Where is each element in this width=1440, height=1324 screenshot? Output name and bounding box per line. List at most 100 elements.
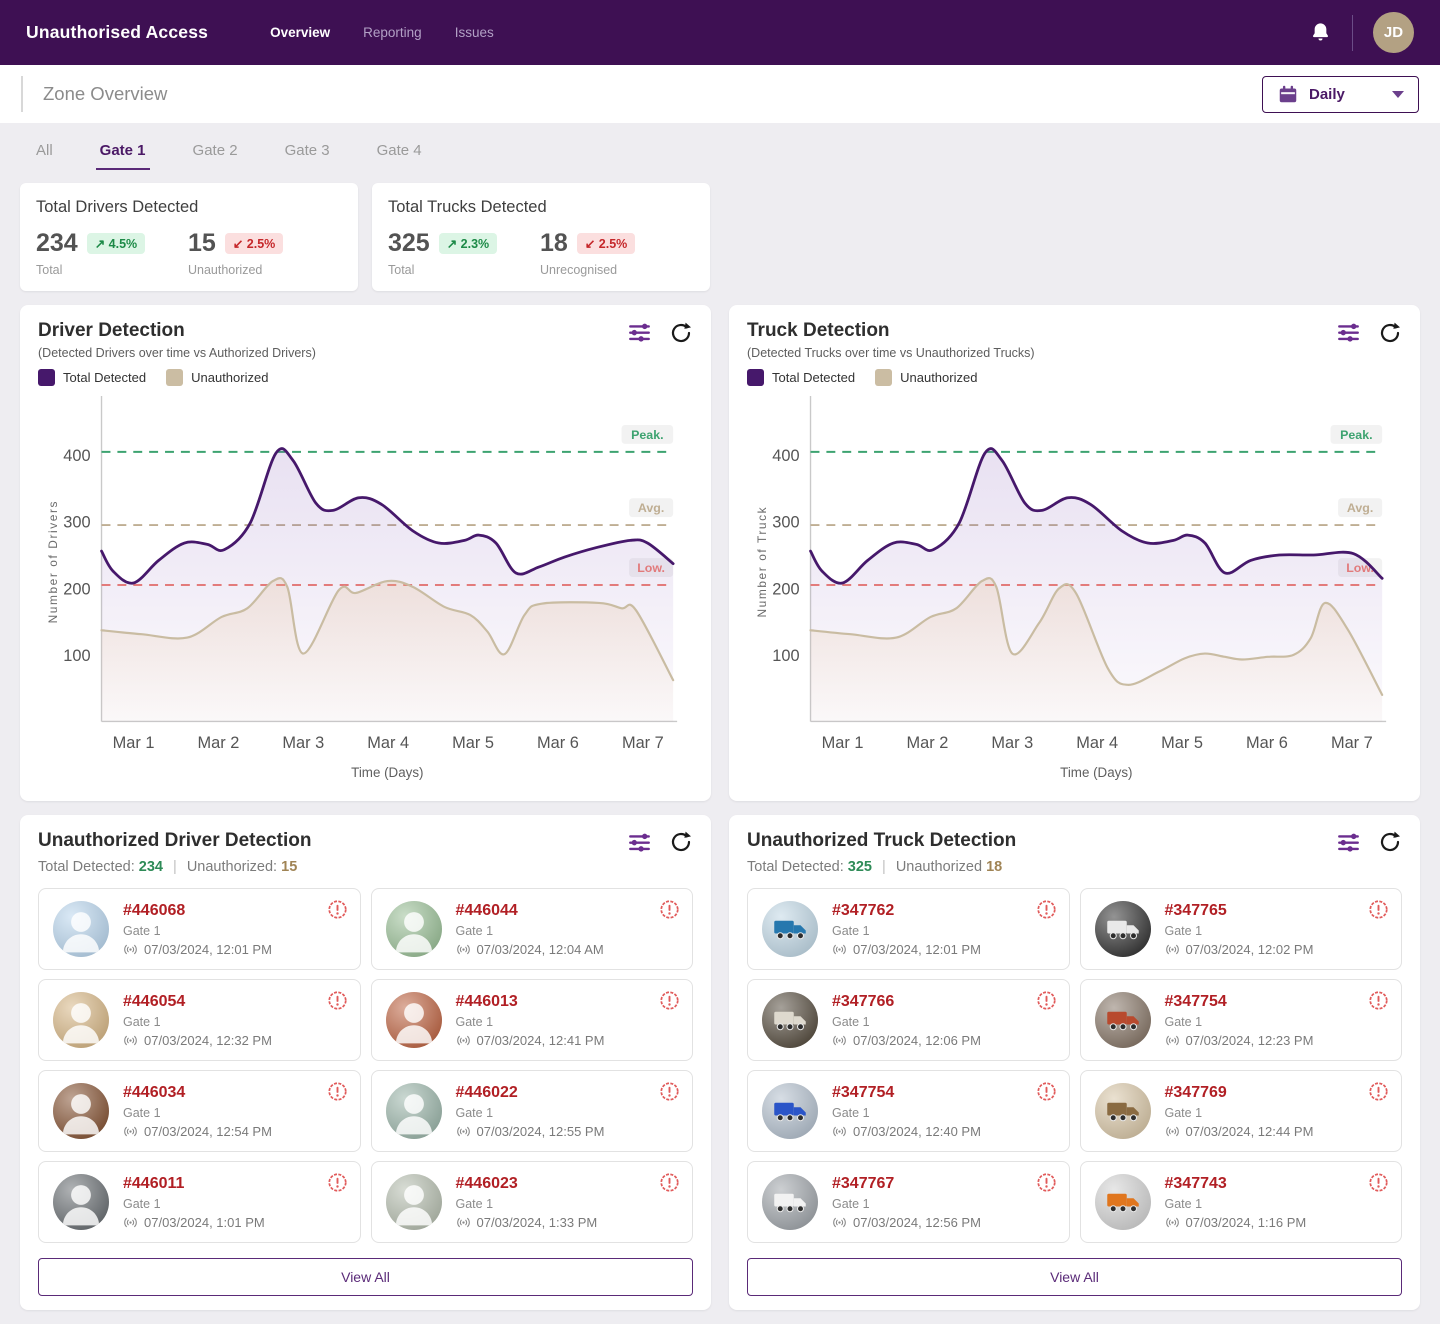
gate-tabs: All Gate 1 Gate 2 Gate 3 Gate 4: [32, 136, 1420, 170]
alert-icon: [327, 899, 348, 920]
view-all-button[interactable]: View All: [747, 1257, 1402, 1296]
period-value: Daily: [1309, 85, 1345, 103]
entry-gate: Gate 1: [123, 1014, 161, 1029]
metric-unauthorized-drivers: 15 ↙ 2.5% Unauthorized: [188, 229, 340, 277]
entry-timestamp: 07/03/2024, 12:56 PM: [832, 1215, 981, 1230]
panel-title: Unauthorized Truck Detection: [747, 829, 1017, 851]
entry-id: #347766: [832, 992, 895, 1010]
stat-card-title: Total Drivers Detected: [36, 198, 199, 216]
alert-icon: [327, 990, 348, 1011]
filter-icon[interactable]: [627, 320, 652, 345]
signal-icon: [456, 942, 471, 957]
svg-text:Mar 6: Mar 6: [1246, 734, 1288, 752]
tab-all[interactable]: All: [36, 142, 53, 159]
signal-icon: [456, 1215, 471, 1230]
driver-detection-entry[interactable]: #446022 Gate 1 07/03/2024, 12:55 PM: [370, 1069, 693, 1152]
metric-label: Unauthorized: [188, 263, 263, 277]
entry-gate: Gate 1: [123, 1105, 161, 1120]
truck-avatar: [1094, 1173, 1151, 1230]
panel-title: Truck Detection: [747, 320, 890, 341]
metric-total-trucks: 325 ↗ 2.3% Total: [388, 229, 540, 277]
filter-icon[interactable]: [627, 830, 652, 855]
stats-row: Total Drivers Detected 234 ↗ 4.5% Total …: [20, 183, 1420, 291]
svg-text:300: 300: [772, 514, 799, 532]
signal-icon: [832, 942, 847, 957]
alert-icon: [1036, 990, 1057, 1011]
stat-card-title: Total Trucks Detected: [388, 198, 547, 216]
driver-detection-chart: 100 200 300 400 Number of Drivers Mar 1 Mar 2 M…: [46, 395, 678, 780]
metric-value: 325: [388, 229, 430, 257]
refresh-icon[interactable]: [1378, 830, 1402, 854]
entry-gate: Gate 1: [1164, 1105, 1203, 1120]
driver-detection-entry[interactable]: #446023 Gate 1 07/03/2024, 1:33 PM: [370, 1160, 693, 1243]
metric-value: 15: [188, 229, 216, 257]
refresh-icon[interactable]: [669, 830, 693, 854]
unauthorized-driver-panel: Unauthorized Driver Detection Total Dete…: [20, 814, 711, 1310]
unauthorized-value: 18: [986, 858, 1003, 875]
truck-detection-entry[interactable]: #347743 Gate 1 07/03/2024, 1:16 PM: [1079, 1160, 1402, 1243]
legend-swatch-total: [38, 369, 55, 386]
metric-label: Total: [388, 263, 415, 277]
metric-label: Total: [36, 263, 63, 277]
delta-down-badge: ↙ 2.5%: [576, 233, 636, 254]
entry-timestamp: 07/03/2024, 12:23 PM: [1165, 1033, 1313, 1048]
filter-icon[interactable]: [1336, 830, 1361, 855]
entry-id: #347754: [1164, 992, 1227, 1010]
truck-detection-entry[interactable]: #347766 Gate 1 07/03/2024, 12:06 PM: [747, 978, 1070, 1061]
entry-id: #446011: [123, 1174, 185, 1192]
refresh-icon[interactable]: [669, 321, 693, 345]
page-title: Zone Overview: [43, 83, 168, 104]
signal-icon: [123, 942, 138, 957]
metric-label: Unrecognised: [540, 263, 618, 277]
svg-text:Mar 3: Mar 3: [991, 734, 1033, 752]
entry-id: #446023: [455, 1174, 518, 1192]
truck-avatar: [762, 1173, 818, 1230]
legend-swatch-unauthorized: [166, 369, 184, 386]
period-dropdown[interactable]: Daily: [1262, 75, 1419, 113]
filter-icon[interactable]: [1336, 320, 1361, 345]
truck-detection-entry[interactable]: #347762 Gate 1 07/03/2024, 12:01 PM: [747, 887, 1070, 970]
view-all-button[interactable]: View All: [38, 1257, 693, 1296]
delta-down-badge: ↙ 2.5%: [224, 233, 284, 254]
entry-id: #446054: [123, 992, 186, 1010]
driver-detection-entry[interactable]: #446034 Gate 1 07/03/2024, 12:54 PM: [38, 1069, 361, 1152]
entry-gate: Gate 1: [123, 1196, 161, 1211]
delta-up-badge: ↗ 2.3%: [438, 233, 498, 254]
entry-id: #347765: [1164, 901, 1227, 919]
alert-icon: [659, 990, 680, 1011]
panel-title: Driver Detection: [38, 320, 185, 341]
truck-detection-entry[interactable]: #347765 Gate 1 07/03/2024, 12:02 PM: [1079, 887, 1402, 970]
driver-detection-entry[interactable]: #446068 Gate 1 07/03/2024, 12:01 PM: [38, 887, 361, 970]
tab-gate-4[interactable]: Gate 4: [376, 142, 422, 159]
bell-icon[interactable]: [1309, 21, 1332, 44]
tab-gate-2[interactable]: Gate 2: [192, 142, 238, 159]
svg-text:Time (Days): Time (Days): [351, 765, 423, 780]
tab-gate-1[interactable]: Gate 1: [95, 136, 150, 170]
legend-label: Unauthorized: [191, 370, 269, 385]
entry-timestamp: 07/03/2024, 1:01 PM: [123, 1215, 265, 1230]
nav-reporting[interactable]: Reporting: [363, 25, 422, 40]
truck-avatar: [762, 1082, 818, 1139]
driver-detection-entry[interactable]: #446054 Gate 1 07/03/2024, 12:32 PM: [38, 978, 361, 1061]
driver-detection-entry[interactable]: #446011 Gate 1 07/03/2024, 1:01 PM: [38, 1160, 361, 1243]
nav-overview[interactable]: Overview: [270, 25, 331, 40]
truck-detection-entry[interactable]: #347769 Gate 1 07/03/2024, 12:44 PM: [1079, 1069, 1402, 1152]
nav-issues[interactable]: Issues: [454, 25, 494, 40]
driver-avatar: [53, 900, 109, 957]
svg-text:Avg.: Avg.: [1347, 501, 1373, 515]
truck-detection-entry[interactable]: #347767 Gate 1 07/03/2024, 12:56 PM: [747, 1160, 1070, 1243]
svg-text:300: 300: [63, 514, 90, 532]
chart-legend: Total Detected Unauthorized: [38, 369, 316, 386]
svg-text:Mar 7: Mar 7: [1331, 734, 1373, 752]
driver-detection-entry[interactable]: #446044 Gate 1 07/03/2024, 12:04 AM: [370, 887, 693, 970]
svg-text:400: 400: [772, 447, 799, 465]
delta-up-badge: ↗ 4.5%: [86, 233, 146, 254]
driver-detection-entry[interactable]: #446013 Gate 1 07/03/2024, 12:41 PM: [370, 978, 693, 1061]
alert-icon: [659, 1081, 680, 1102]
truck-detection-entry[interactable]: #347754 Gate 1 07/03/2024, 12:40 PM: [747, 1069, 1070, 1152]
tab-gate-3[interactable]: Gate 3: [284, 142, 330, 159]
refresh-icon[interactable]: [1378, 321, 1402, 345]
total-trucks-card: Total Trucks Detected 325 ↗ 2.3% Total 1…: [372, 183, 710, 291]
user-avatar[interactable]: JD: [1373, 12, 1414, 53]
truck-detection-entry[interactable]: #347754 Gate 1 07/03/2024, 12:23 PM: [1079, 978, 1402, 1061]
